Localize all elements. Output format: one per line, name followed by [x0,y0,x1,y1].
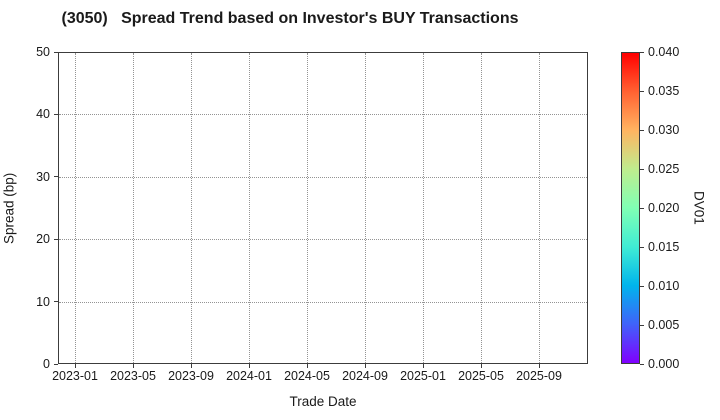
x-tick-label: 2024-09 [342,369,388,383]
h-gridline [59,114,587,116]
plot-area [58,52,588,364]
v-gridline [75,53,76,363]
x-tick-mark [249,364,250,368]
y-tick-mark [54,113,58,115]
v-gridline [249,53,250,363]
h-gridline [59,176,587,178]
v-gridline [539,53,540,363]
x-tick-mark [481,364,482,368]
v-gridline [423,53,424,363]
colorbar-tick-mark [640,246,644,248]
colorbar-tick-mark [640,129,644,131]
y-tick-mark [54,176,58,178]
y-tick-label: 10 [36,294,50,309]
x-tick-label: 2025-05 [458,369,504,383]
v-gridline [191,53,192,363]
colorbar-tick-label: 0.010 [648,279,680,293]
x-tick-label: 2024-01 [226,369,272,383]
h-gridline [59,239,587,241]
v-gridline [365,53,366,363]
chart-title: (3050) Spread Trend based on Investor's … [61,10,519,27]
colorbar-tick-mark [640,285,644,287]
x-tick-label: 2025-09 [516,369,562,383]
y-tick-mark [54,238,58,240]
x-tick-label: 2023-01 [52,369,98,383]
v-gridline [133,53,134,363]
x-tick-mark [307,364,308,368]
colorbar-tick-mark [640,51,644,53]
y-tick-label: 20 [36,232,50,247]
colorbar-label: DV01 [691,191,707,225]
h-gridline [59,301,587,303]
colorbar-tick-label: 0.005 [648,318,680,332]
y-tick-label: 40 [36,107,50,122]
colorbar-tick-label: 0.020 [648,201,680,215]
v-gridline [481,53,482,363]
colorbar-tick-label: 0.025 [648,162,680,176]
x-tick-mark [191,364,192,368]
x-tick-mark [75,364,76,368]
y-tick-mark [54,301,58,303]
x-tick-label: 2023-05 [110,369,156,383]
colorbar-tick-label: 0.000 [648,357,680,371]
colorbar-tick-mark [640,90,644,92]
y-tick-label: 0 [43,357,50,371]
x-tick-mark [133,364,134,368]
colorbar-tick-mark [640,207,644,209]
x-axis-label: Trade Date [289,394,357,409]
y-tick-mark [54,51,58,53]
colorbar-tick-mark [640,168,644,170]
colorbar-tick-label: 0.015 [648,240,680,254]
y-axis-label: Spread (bp) [1,172,17,244]
colorbar [621,52,640,364]
x-tick-label: 2024-05 [284,369,330,383]
v-gridline [307,53,308,363]
y-tick-label: 50 [36,45,50,59]
colorbar-tick-label: 0.040 [648,45,680,59]
x-tick-label: 2023-09 [168,369,214,383]
x-tick-mark [539,364,540,368]
y-tick-mark [54,363,58,365]
x-tick-mark [365,364,366,368]
y-tick-label: 30 [36,169,50,184]
colorbar-tick-mark [640,324,644,326]
colorbar-tick-mark [640,363,644,365]
colorbar-tick-label: 0.030 [648,123,680,137]
colorbar-tick-label: 0.035 [648,84,680,98]
x-tick-label: 2025-01 [400,369,446,383]
x-tick-mark [423,364,424,368]
